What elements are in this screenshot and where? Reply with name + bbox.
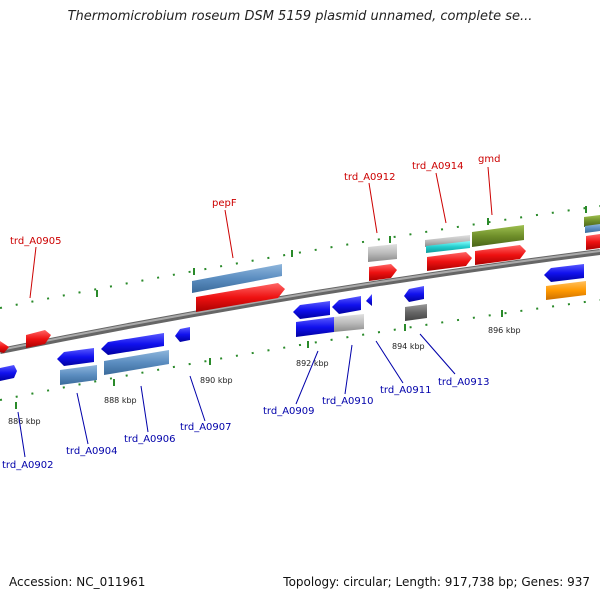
tick-label: 894 kbp <box>392 342 425 351</box>
feature-arrow[interactable] <box>57 348 94 366</box>
feature-arrow[interactable] <box>369 264 397 281</box>
gene-label-trd_A0905[interactable]: trd_A0905 <box>10 236 62 247</box>
gene-label-trd_A0913[interactable]: trd_A0913 <box>438 377 490 388</box>
tick-label: 886 kbp <box>8 417 41 426</box>
feature-arrow[interactable] <box>475 245 526 265</box>
feature-arrow[interactable] <box>332 296 361 314</box>
feature-bar[interactable] <box>425 235 470 247</box>
gene-label-trd_A0909[interactable]: trd_A0909 <box>263 406 315 417</box>
feature-bar[interactable] <box>585 224 600 233</box>
track-major-ticks <box>15 206 587 409</box>
feature-arrow[interactable] <box>544 264 584 282</box>
gene-label-trd_A0912[interactable]: trd_A0912 <box>344 172 396 183</box>
gene-label-trd_A0904[interactable]: trd_A0904 <box>66 446 118 457</box>
feature-arrow[interactable] <box>26 330 51 348</box>
feature-arrow[interactable] <box>175 327 190 342</box>
topology-text: Topology: circular; Length: 917,738 bp; … <box>283 575 590 589</box>
feature-arrow[interactable] <box>0 365 17 381</box>
gene-label-trd_A0907[interactable]: trd_A0907 <box>180 422 232 433</box>
tick-label: 888 kbp <box>104 396 137 405</box>
tick-label: 896 kbp <box>488 326 521 335</box>
feature-bar[interactable] <box>104 350 169 375</box>
gene-label-gmd[interactable]: gmd <box>478 154 500 165</box>
feature-arrow[interactable] <box>366 294 372 306</box>
reverse-leaders <box>17 333 456 458</box>
feature-bar[interactable] <box>584 215 600 227</box>
feature-bar[interactable] <box>60 365 97 385</box>
feature-bar[interactable] <box>368 244 397 262</box>
feature-bar[interactable] <box>334 314 364 332</box>
gene-label-trd_A0906[interactable]: trd_A0906 <box>124 434 176 445</box>
gene-label-pepF[interactable]: pepF <box>212 198 237 209</box>
forward-leaders <box>29 166 493 299</box>
feature-arrow[interactable] <box>0 341 9 353</box>
feature-arrow[interactable] <box>101 333 164 355</box>
accession-text: Accession: NC_011961 <box>9 575 146 589</box>
gene-label-trd_A0902[interactable]: trd_A0902 <box>2 460 54 471</box>
gene-label-trd_A0910[interactable]: trd_A0910 <box>322 396 374 407</box>
forward-features[interactable] <box>0 215 600 353</box>
genome-backbone <box>0 249 600 354</box>
reverse-features[interactable] <box>0 264 586 385</box>
map-title: Thermomicrobium roseum DSM 5159 plasmid … <box>67 9 533 24</box>
feature-bar[interactable] <box>426 241 470 253</box>
feature-bar[interactable] <box>296 317 334 337</box>
feature-arrow[interactable] <box>293 301 330 319</box>
feature-bar[interactable] <box>192 264 282 293</box>
feature-bar[interactable] <box>546 281 586 300</box>
feature-arrow[interactable] <box>404 286 424 302</box>
feature-bar[interactable] <box>472 225 524 247</box>
gene-label-trd_A0914[interactable]: trd_A0914 <box>412 161 464 172</box>
tick-label: 890 kbp <box>200 376 233 385</box>
feature-arrow[interactable] <box>196 283 285 312</box>
feature-arrow[interactable] <box>427 252 472 271</box>
feature-arrow[interactable] <box>586 234 600 250</box>
feature-bar[interactable] <box>405 304 427 321</box>
track-guides <box>0 205 600 401</box>
gene-label-trd_A0911[interactable]: trd_A0911 <box>380 385 432 396</box>
